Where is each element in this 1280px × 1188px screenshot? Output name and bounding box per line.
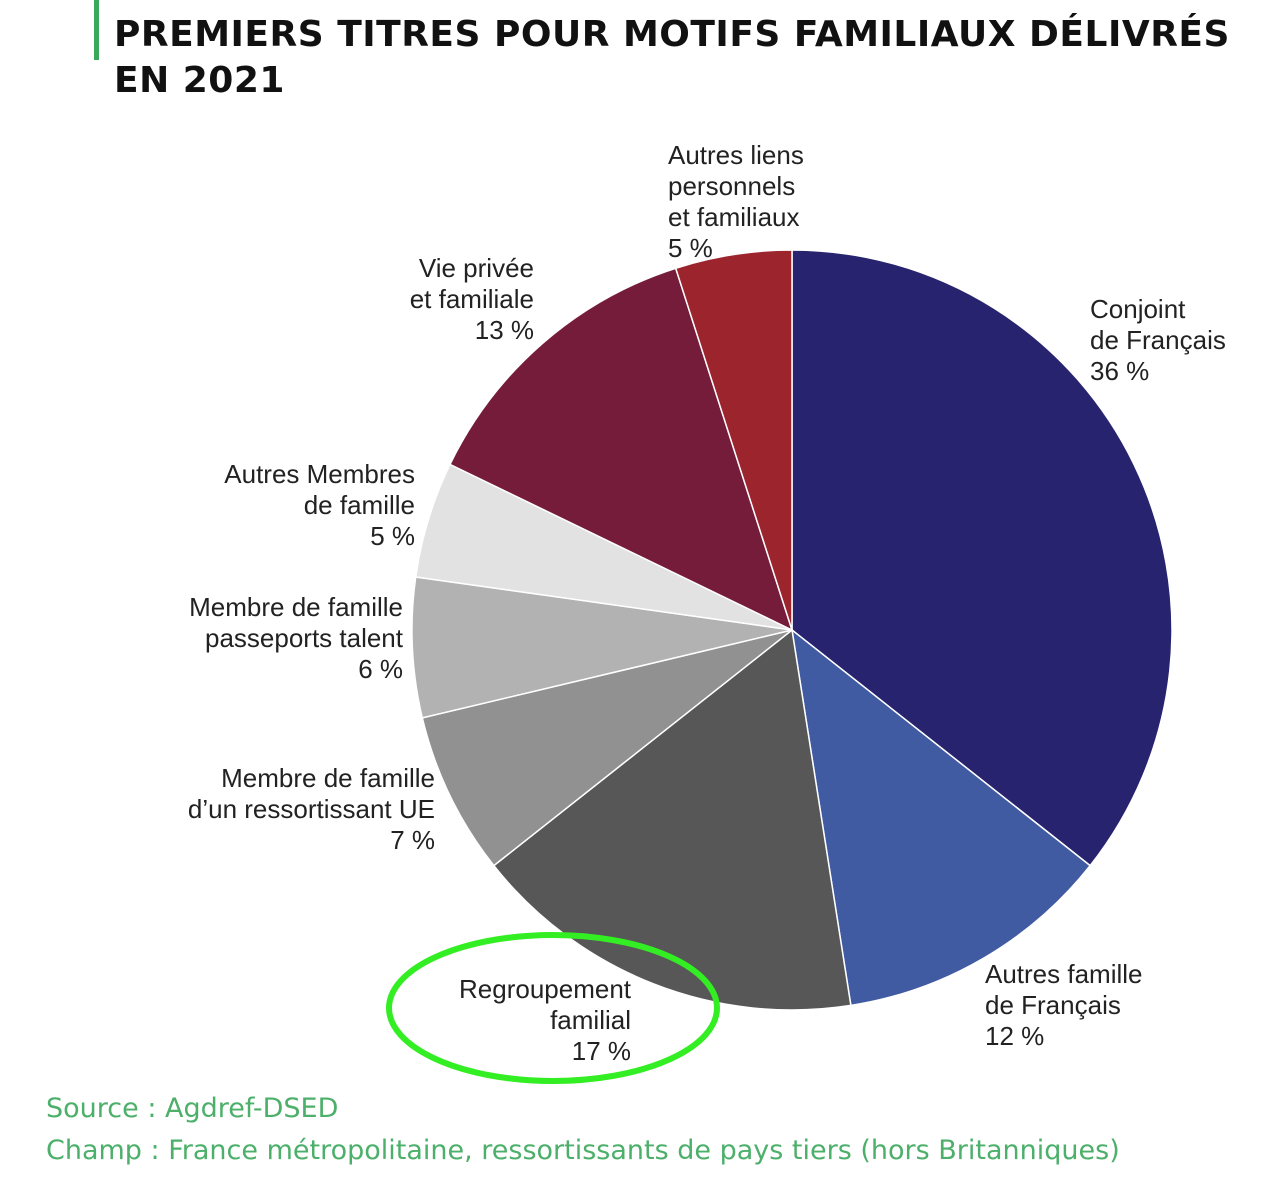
slice-label-autres-membres-de-famille: Autres Membres de famille 5 %	[224, 459, 415, 551]
pie-slice-autres-liens-personnels-et-familiaux	[674, 249, 793, 631]
pie-slice-vie-privee-et-familiale	[448, 267, 794, 632]
pie-slice-membre-de-famille-d-un-ressortissant-ue	[421, 629, 793, 867]
slice-label-vie-privee-et-familiale: Vie privée et familiale 13 %	[410, 253, 534, 345]
pie-slice-autres-famille-de-francais	[790, 628, 1092, 1007]
source-note: Source : Agdref-DSED	[46, 1093, 339, 1124]
pie-slice-membre-de-famille-passeports-talent	[411, 576, 793, 719]
pie-chart: Conjoint de Français 36 % Autres famille de …	[188, 140, 1226, 1084]
chart-title: PREMIERS TITRES POUR MOTIFS FAMILIAUX DÉ…	[114, 14, 1230, 101]
slice-label-regroupement-familial: Regroupement familial 17 %	[459, 974, 632, 1066]
pie-slice-regroupement-familial	[492, 628, 852, 1011]
pie-slice-conjoint-de-francais	[791, 249, 1173, 867]
slice-label-autres-famille-de-francais: Autres famille de Français 12 %	[985, 959, 1143, 1051]
slice-label-membre-de-famille-d-un-ressortissant-ue: Membre de famille d’un ressortissant UE 7 …	[188, 763, 435, 855]
slice-label-membre-de-famille-passeports-talent: Membre de famille passeports talent 6 %	[189, 592, 404, 684]
highlight-circle	[386, 932, 720, 1084]
slice-label-autres-liens-personnels-et-familiaux: Autres liens personnels et familiaux 5 %	[668, 140, 804, 263]
pie-slices	[411, 249, 1173, 1011]
scope-note: Champ : France métropolitaine, ressortis…	[46, 1135, 1120, 1166]
slice-label-conjoint-de-francais: Conjoint de Français 36 %	[1090, 294, 1226, 386]
slice-labels: Conjoint de Français 36 % Autres famille de …	[188, 140, 1226, 1066]
title-accent-bar	[94, 0, 99, 60]
